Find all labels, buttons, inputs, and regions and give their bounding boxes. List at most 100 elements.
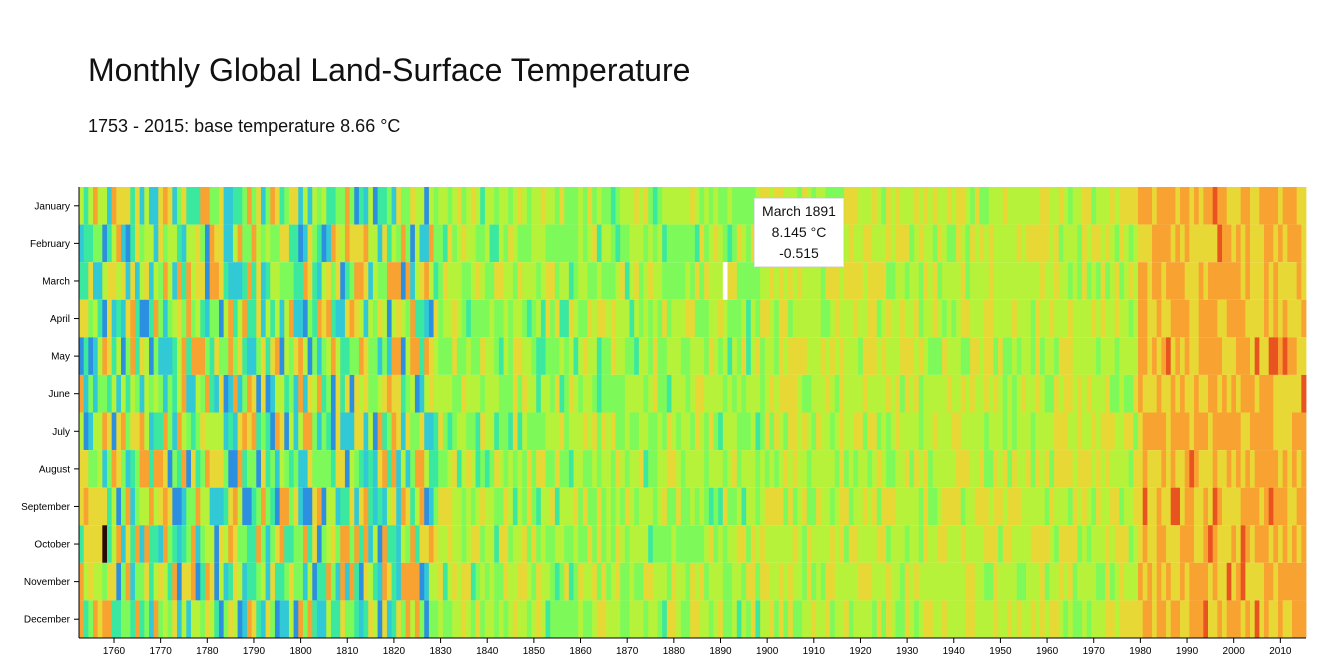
heatmap-cell[interactable] [825,525,831,563]
heatmap-cell[interactable] [414,412,420,451]
heatmap-cell[interactable] [335,337,341,375]
heatmap-cell[interactable] [125,224,131,263]
heatmap-cell[interactable] [1058,262,1064,300]
heatmap-cell[interactable] [872,525,878,563]
heatmap-cell[interactable] [176,262,183,300]
heatmap-cell[interactable] [1110,337,1116,375]
heatmap-cell[interactable] [858,299,864,338]
heatmap-cell[interactable] [900,187,906,225]
heatmap-cell[interactable] [424,600,430,638]
heatmap-cell[interactable] [260,187,267,225]
heatmap-cell[interactable] [1105,600,1111,638]
heatmap-cell[interactable] [634,374,640,413]
heatmap-cell[interactable] [438,600,444,638]
heatmap-cell[interactable] [923,525,929,563]
heatmap-cell[interactable] [587,450,593,488]
heatmap-cell[interactable] [788,262,794,300]
heatmap-cell[interactable] [1147,450,1153,488]
heatmap-cell[interactable] [1212,450,1218,488]
heatmap-cell[interactable] [419,562,425,601]
heatmap-cell[interactable] [1282,262,1288,300]
heatmap-cell[interactable] [242,525,248,563]
heatmap-cell[interactable] [862,374,868,413]
heatmap-cell[interactable] [134,562,141,601]
heatmap-cell[interactable] [1292,412,1298,451]
heatmap-cell[interactable] [120,224,127,263]
heatmap-cell[interactable] [1301,600,1307,638]
heatmap-cell[interactable] [736,450,742,488]
heatmap-cell[interactable] [1124,337,1130,375]
heatmap-cell[interactable] [484,374,490,413]
heatmap-cell[interactable] [400,562,406,601]
heatmap-cell[interactable] [377,187,383,225]
heatmap-cell[interactable] [172,412,178,451]
heatmap-cell[interactable] [937,299,943,338]
heatmap-cell[interactable] [629,299,635,338]
heatmap-cell[interactable] [951,262,957,300]
heatmap-cell[interactable] [125,412,131,451]
heatmap-cell[interactable] [251,525,257,563]
heatmap-cell[interactable] [1138,262,1144,300]
heatmap-cell[interactable] [354,262,360,300]
heatmap-cell[interactable] [204,525,211,563]
heatmap-cell[interactable] [811,262,817,300]
heatmap-cell[interactable] [1156,187,1162,225]
heatmap-cell[interactable] [769,412,775,451]
heatmap-cell[interactable] [694,337,700,375]
heatmap-cell[interactable] [858,374,864,413]
heatmap-cell[interactable] [162,487,169,526]
heatmap-cell[interactable] [820,299,826,338]
heatmap-cell[interactable] [466,487,472,526]
heatmap-cell[interactable] [349,299,355,338]
heatmap-cell[interactable] [382,450,388,488]
heatmap-cell[interactable] [909,562,915,601]
heatmap-cell[interactable] [396,374,402,413]
heatmap-cell[interactable] [1091,224,1097,263]
heatmap-cell[interactable] [746,299,752,338]
heatmap-cell[interactable] [727,262,733,300]
heatmap-cell[interactable] [106,187,113,225]
heatmap-cell[interactable] [881,337,887,375]
heatmap-cell[interactable] [1189,262,1195,300]
heatmap-cell[interactable] [704,525,710,563]
heatmap-cell[interactable] [606,450,612,488]
heatmap-cell[interactable] [816,450,822,488]
heatmap-cell[interactable] [974,337,980,375]
heatmap-cell[interactable] [545,374,551,413]
heatmap-cell[interactable] [783,412,789,451]
heatmap-cell[interactable] [1156,299,1162,338]
heatmap-cell[interactable] [1142,374,1148,413]
heatmap-cell[interactable] [1198,224,1204,263]
heatmap-cell[interactable] [839,525,845,563]
heatmap-cell[interactable] [102,224,108,263]
heatmap-cell[interactable] [382,525,388,563]
heatmap-cell[interactable] [1161,487,1167,526]
heatmap-cell[interactable] [844,337,850,375]
heatmap-cell[interactable] [704,337,710,375]
heatmap-cell[interactable] [116,412,122,451]
heatmap-cell[interactable] [144,299,150,338]
heatmap-cell[interactable] [93,562,99,601]
heatmap-cell[interactable] [540,562,546,601]
heatmap-cell[interactable] [951,487,957,526]
heatmap-cell[interactable] [475,562,481,601]
heatmap-cell[interactable] [1170,337,1176,375]
heatmap-cell[interactable] [1161,374,1167,413]
heatmap-cell[interactable] [923,412,929,451]
heatmap-cell[interactable] [1049,187,1055,225]
heatmap-cell[interactable] [1282,562,1288,601]
heatmap-cell[interactable] [988,525,994,563]
heatmap-cell[interactable] [648,337,654,375]
heatmap-cell[interactable] [662,299,668,338]
heatmap-cell[interactable] [704,224,710,263]
heatmap-cell[interactable] [564,487,570,526]
heatmap-cell[interactable] [1240,224,1246,263]
heatmap-cell[interactable] [125,374,131,413]
heatmap-cell[interactable] [1212,262,1218,300]
heatmap-cell[interactable] [1058,487,1064,526]
heatmap-cell[interactable] [1077,337,1083,375]
heatmap-cell[interactable] [582,487,588,526]
heatmap-cell[interactable] [200,487,206,526]
heatmap-cell[interactable] [223,487,229,526]
heatmap-cell[interactable] [200,187,206,225]
